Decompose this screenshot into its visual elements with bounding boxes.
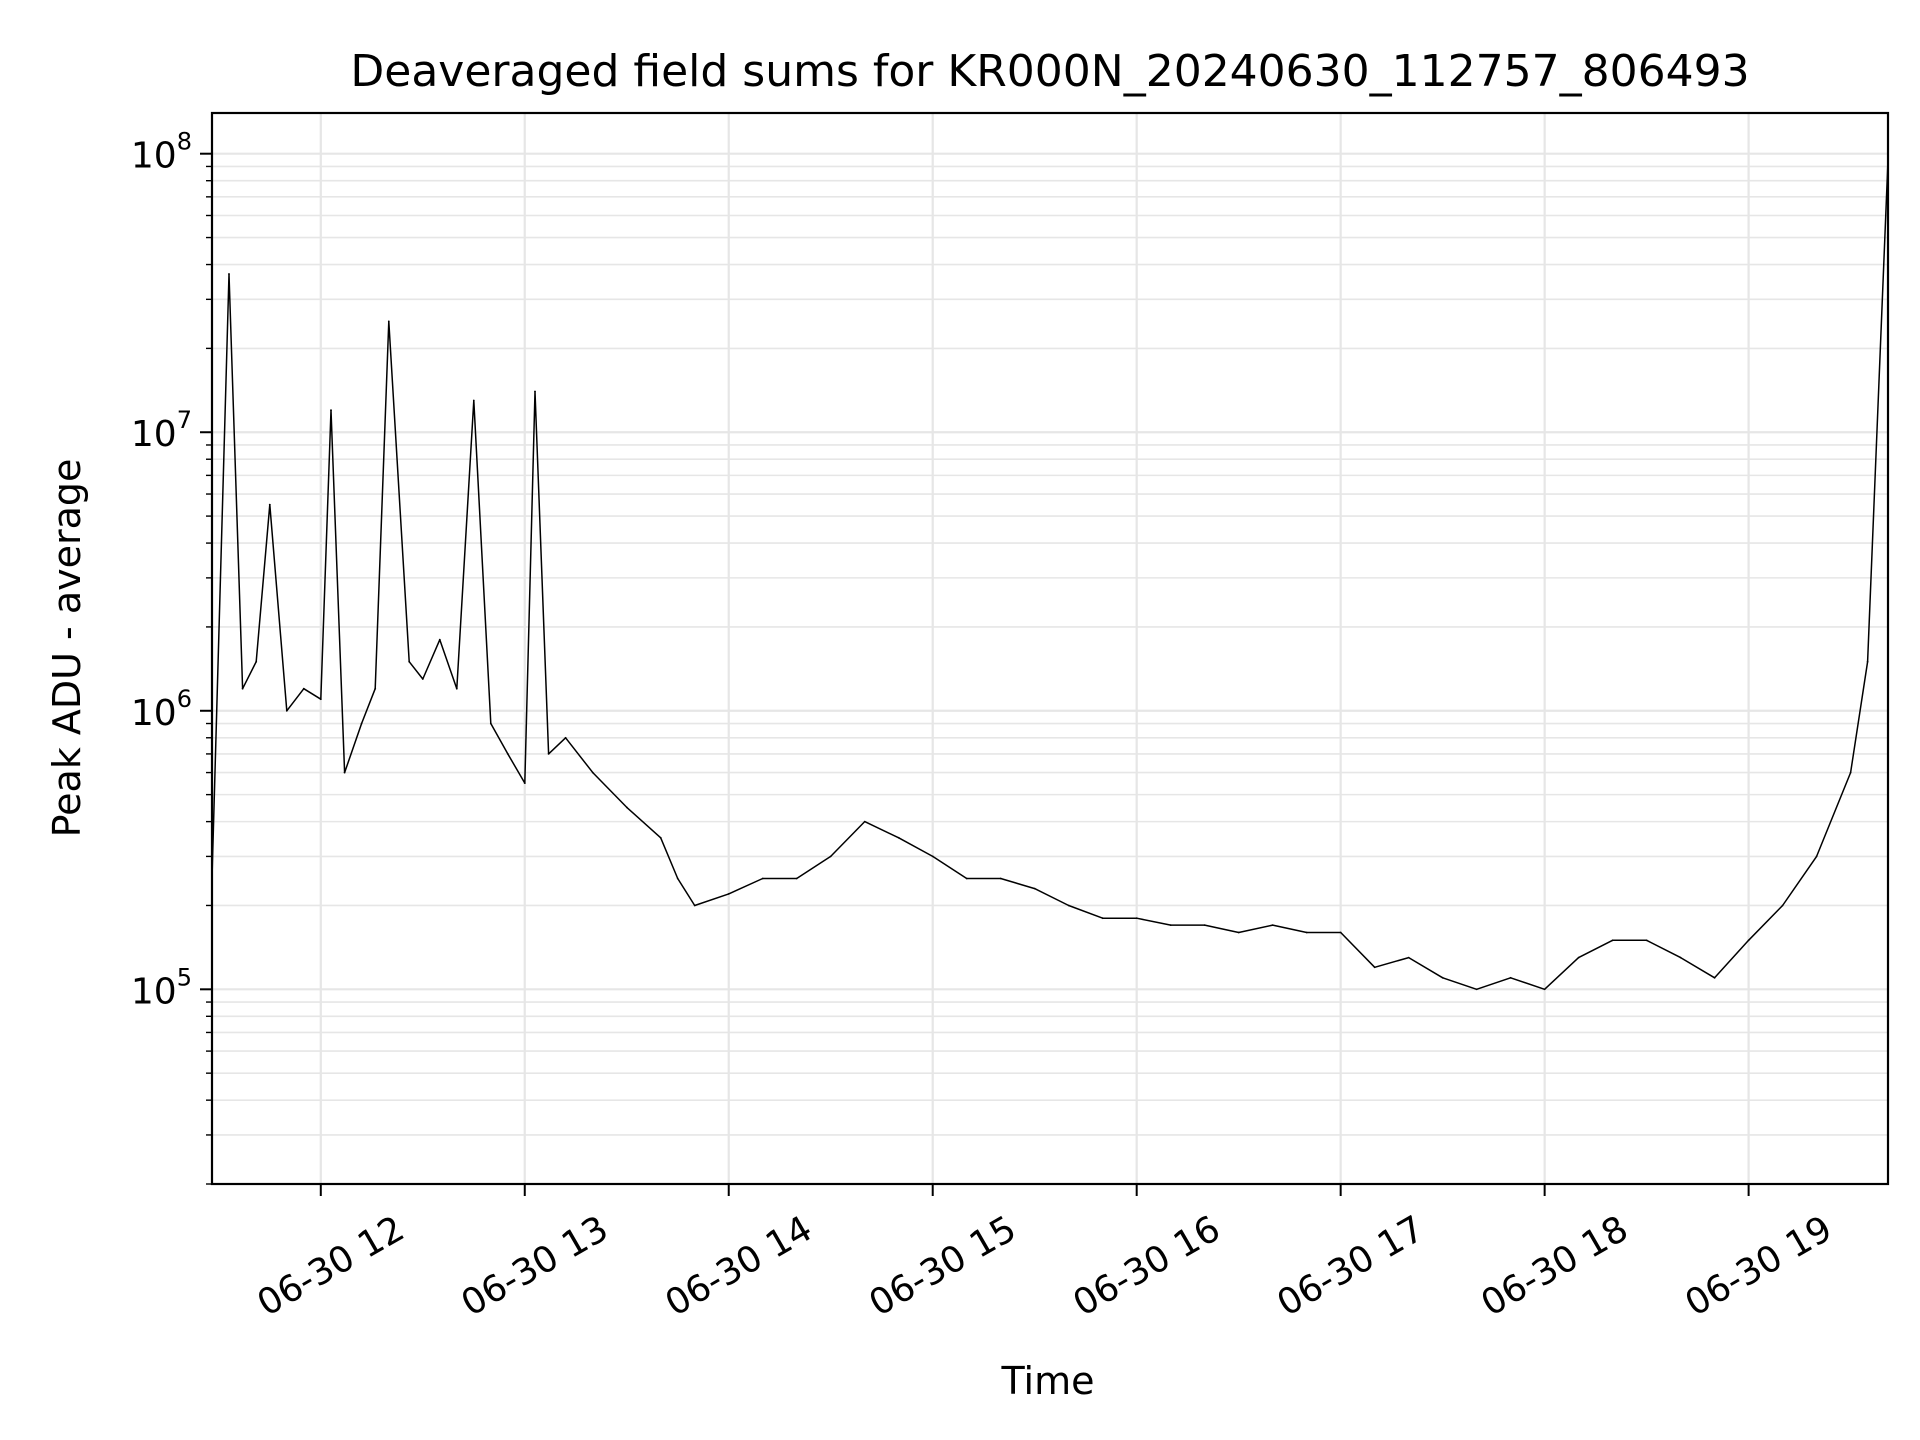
data-point: [1339, 931, 1342, 934]
y-tick-exponent: 6: [177, 685, 192, 713]
data-point: [455, 687, 458, 690]
data-point: [1067, 904, 1070, 907]
data-point: [1815, 855, 1818, 858]
y-tick-label: 108: [131, 128, 192, 177]
data-point: [1781, 904, 1784, 907]
data-point: [625, 806, 628, 809]
data-point: [1237, 931, 1240, 934]
data-point: [547, 753, 550, 755]
data-point: [676, 877, 679, 880]
data-point: [285, 709, 288, 712]
data-point: [1611, 939, 1614, 942]
y-tick-exponent: 5: [177, 963, 192, 991]
data-point: [360, 722, 363, 725]
y-tick-label: 107: [131, 406, 192, 455]
data-point: [1441, 976, 1444, 979]
data-point: [564, 736, 567, 739]
data-point: [931, 855, 934, 858]
data-point: [1203, 924, 1206, 926]
data-point: [1543, 988, 1546, 991]
data-point: [693, 904, 696, 907]
y-tick-exponent: 7: [177, 406, 192, 434]
data-point: [408, 660, 411, 663]
y-tick-exponent: 8: [177, 128, 192, 156]
data-point: [472, 399, 475, 402]
data-point: [241, 687, 244, 690]
data-point: [829, 855, 832, 858]
data-point: [506, 753, 509, 755]
data-point: [965, 877, 968, 880]
data-point: [1101, 917, 1104, 920]
data-point: [302, 687, 305, 690]
data-point: [489, 722, 492, 725]
data-point: [534, 390, 536, 393]
data-point: [1305, 931, 1308, 934]
data-point: [228, 273, 230, 275]
data-point: [421, 678, 424, 680]
x-axis-label: Time: [1001, 1359, 1095, 1403]
data-point: [343, 771, 346, 774]
data-point: [374, 687, 377, 690]
data-point: [1475, 988, 1478, 991]
data-point: [863, 820, 866, 823]
data-point: [795, 877, 798, 880]
y-tick-base: 10: [131, 414, 177, 455]
data-point: [999, 877, 1002, 880]
data-point: [330, 409, 332, 412]
data-point: [1169, 924, 1172, 926]
data-point: [1577, 956, 1580, 959]
grid: [212, 113, 1888, 1185]
data-point: [897, 836, 900, 839]
y-axis-label: Peak ADU - average: [45, 459, 89, 838]
data-point: [1679, 956, 1682, 959]
data-point: [1509, 976, 1512, 979]
data-point: [1135, 917, 1138, 920]
data-point: [1713, 976, 1716, 979]
y-tick-label: 105: [131, 963, 192, 1012]
data-point: [387, 320, 390, 323]
data-point: [523, 782, 526, 784]
data-point: [659, 836, 662, 839]
data-point: [1747, 939, 1750, 942]
y-tick-label: 106: [131, 685, 192, 734]
data-point: [1373, 966, 1376, 969]
plot-frame: [210, 111, 1890, 1186]
data-point: [727, 893, 730, 895]
y-tick-base: 10: [131, 693, 177, 734]
data-point: [1866, 660, 1869, 663]
data-point: [438, 638, 441, 641]
y-tick-base: 10: [131, 971, 177, 1012]
data-point: [1407, 956, 1410, 959]
data-point: [1849, 771, 1852, 774]
data-point: [319, 698, 322, 701]
data-point: [1271, 924, 1274, 926]
data-point: [1033, 887, 1036, 890]
data-point: [1645, 939, 1648, 942]
data-point: [255, 660, 258, 663]
data-point: [761, 877, 764, 880]
series: [211, 159, 1889, 991]
chart-title: Deaveraged field sums for KR000N_2024063…: [350, 46, 1749, 97]
data-point: [591, 771, 594, 774]
data-point: [268, 503, 271, 506]
y-tick-base: 10: [131, 136, 177, 177]
